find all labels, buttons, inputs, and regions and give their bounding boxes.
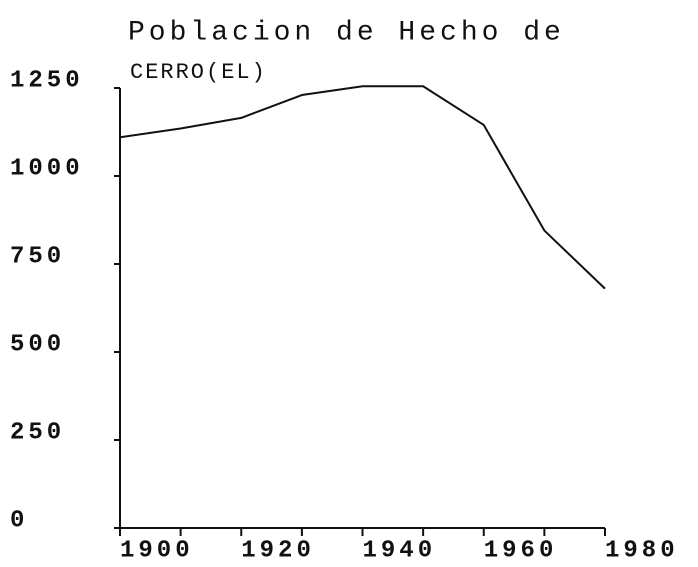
y-tick-label: 750 [10, 243, 65, 270]
y-tick-label: 1250 [10, 67, 84, 94]
data-line [119, 85, 606, 290]
x-tick-label: 1900 [120, 537, 194, 564]
x-tick-label: 1960 [484, 537, 558, 564]
y-tick-label: 1000 [10, 155, 84, 182]
x-tick-label: 1980 [605, 537, 679, 564]
y-tick-label: 500 [10, 331, 65, 358]
x-tick-label: 1920 [241, 537, 315, 564]
y-tick-label: 0 [10, 507, 28, 534]
x-tick-label: 1940 [363, 537, 437, 564]
chart-subtitle: CERRO(EL) [130, 60, 267, 85]
y-tick-label: 250 [10, 419, 65, 446]
chart-title: Poblacion de Hecho de [128, 17, 565, 48]
